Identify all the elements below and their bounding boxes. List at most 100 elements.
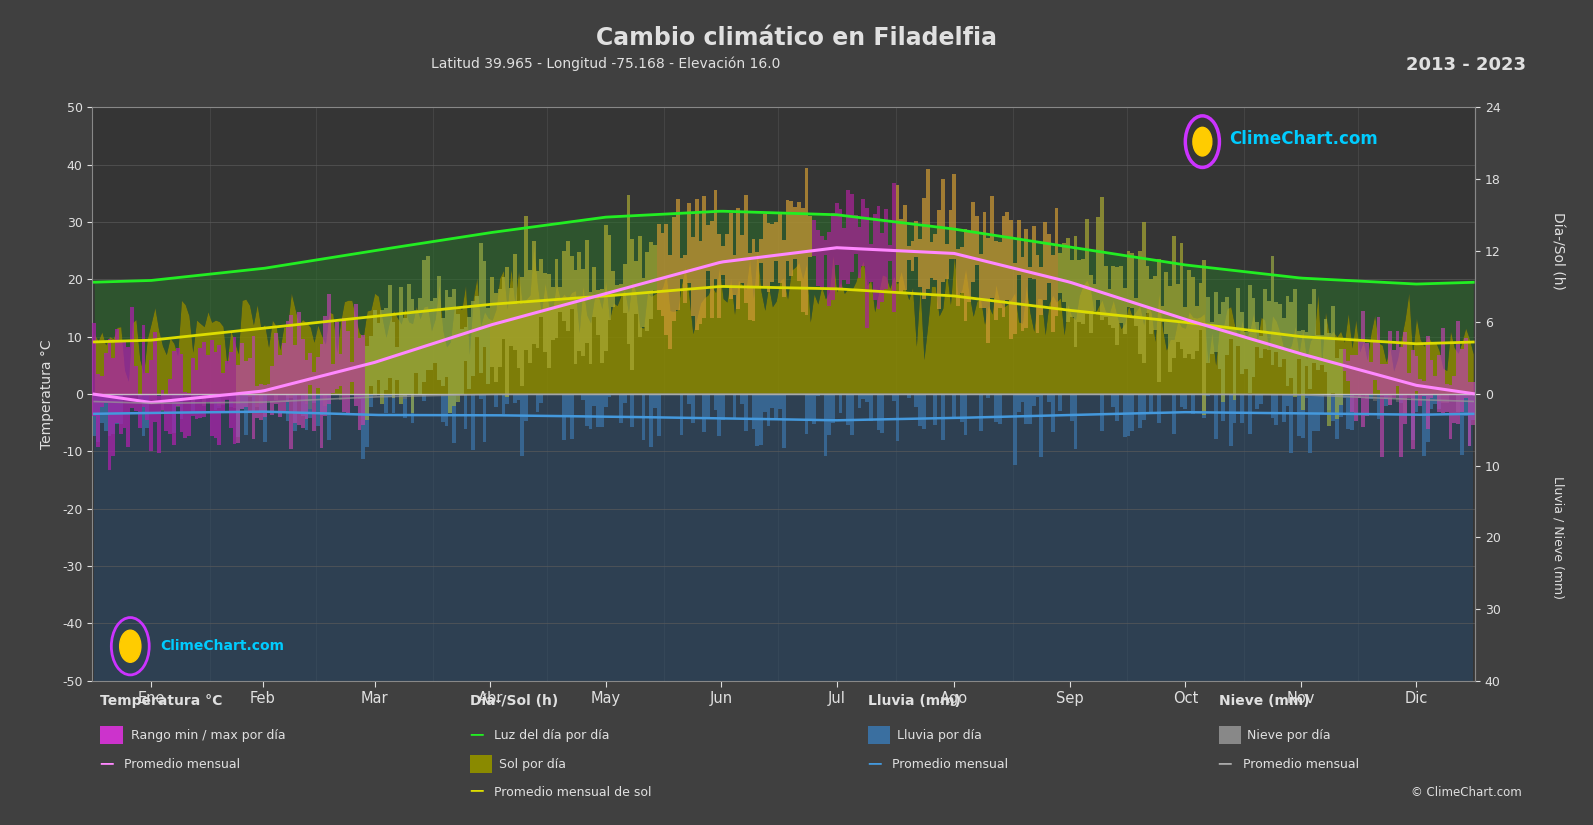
Bar (419, 298, 422, 394)
Bar (304, 360, 309, 419)
Bar (832, 394, 835, 423)
Bar (479, 394, 483, 398)
Bar (411, 394, 414, 399)
Bar (1051, 255, 1055, 332)
Bar (472, 394, 475, 450)
Bar (1058, 252, 1063, 294)
Bar (491, 276, 494, 366)
Bar (460, 328, 464, 394)
Text: ClimeChart.com: ClimeChart.com (1228, 130, 1378, 148)
Bar (153, 394, 156, 404)
Bar (1459, 349, 1464, 412)
Bar (362, 335, 365, 426)
Bar (513, 254, 516, 350)
Bar (687, 394, 691, 403)
Bar (827, 394, 832, 435)
Bar (213, 394, 217, 410)
Bar (1024, 229, 1027, 328)
Bar (1403, 332, 1407, 424)
Bar (922, 198, 926, 299)
Bar (497, 290, 502, 367)
Bar (703, 394, 706, 432)
Bar (274, 394, 279, 399)
Bar (986, 394, 991, 398)
Bar (1316, 335, 1319, 370)
Bar (505, 266, 510, 397)
Text: © ClimeChart.com: © ClimeChart.com (1410, 785, 1521, 799)
Bar (1070, 260, 1074, 318)
Bar (1180, 243, 1184, 348)
Bar (441, 394, 444, 422)
Bar (362, 394, 365, 459)
Bar (945, 244, 948, 280)
Bar (1074, 236, 1077, 347)
Bar (664, 224, 667, 335)
Bar (1043, 223, 1047, 299)
Text: ─: ─ (1219, 754, 1231, 774)
Bar (710, 221, 714, 318)
Bar (1051, 394, 1055, 431)
Bar (444, 394, 449, 426)
Bar (1032, 226, 1035, 279)
Bar (392, 394, 395, 413)
Bar (301, 394, 304, 416)
Bar (1442, 328, 1445, 412)
Bar (1354, 356, 1357, 421)
Bar (653, 394, 656, 408)
Bar (967, 232, 972, 302)
Bar (217, 345, 221, 445)
Bar (1418, 380, 1423, 406)
Bar (691, 237, 695, 316)
Bar (585, 239, 589, 342)
Bar (1195, 306, 1198, 351)
Bar (714, 394, 717, 409)
Bar (1137, 394, 1142, 428)
Bar (403, 394, 406, 417)
Bar (535, 271, 540, 348)
Bar (873, 214, 876, 300)
Text: Rango min / max por día: Rango min / max por día (131, 729, 285, 742)
Bar (607, 394, 612, 397)
Y-axis label: Temperatura °C: Temperatura °C (40, 339, 54, 449)
Bar (589, 292, 593, 364)
Bar (1085, 219, 1088, 314)
Bar (92, 394, 96, 436)
Bar (953, 174, 956, 259)
Bar (1206, 394, 1211, 396)
Bar (115, 328, 119, 423)
Bar (623, 394, 626, 403)
Bar (1047, 234, 1051, 283)
Bar (1456, 322, 1459, 423)
Bar (1074, 394, 1077, 449)
Bar (175, 348, 180, 406)
Bar (914, 221, 918, 257)
Bar (1297, 394, 1301, 436)
Bar (846, 191, 851, 284)
Bar (1464, 394, 1467, 416)
Bar (698, 241, 703, 324)
Bar (433, 298, 436, 364)
Bar (1228, 394, 1233, 446)
Bar (1266, 301, 1271, 350)
Bar (373, 309, 376, 394)
Bar (782, 394, 785, 449)
Bar (566, 241, 570, 331)
Bar (354, 394, 357, 397)
Bar (881, 394, 884, 433)
Bar (1423, 380, 1426, 396)
Text: Promedio mensual: Promedio mensual (124, 758, 241, 771)
Bar (1131, 394, 1134, 431)
Bar (755, 394, 760, 446)
Circle shape (119, 630, 140, 662)
Bar (1115, 266, 1118, 346)
Bar (527, 270, 532, 363)
Bar (221, 394, 225, 405)
Bar (486, 308, 491, 384)
Bar (895, 394, 900, 441)
Text: ─: ─ (100, 754, 113, 774)
Bar (1274, 302, 1278, 352)
Bar (1123, 288, 1126, 333)
Bar (566, 394, 570, 415)
Bar (881, 233, 884, 302)
Bar (961, 248, 964, 294)
